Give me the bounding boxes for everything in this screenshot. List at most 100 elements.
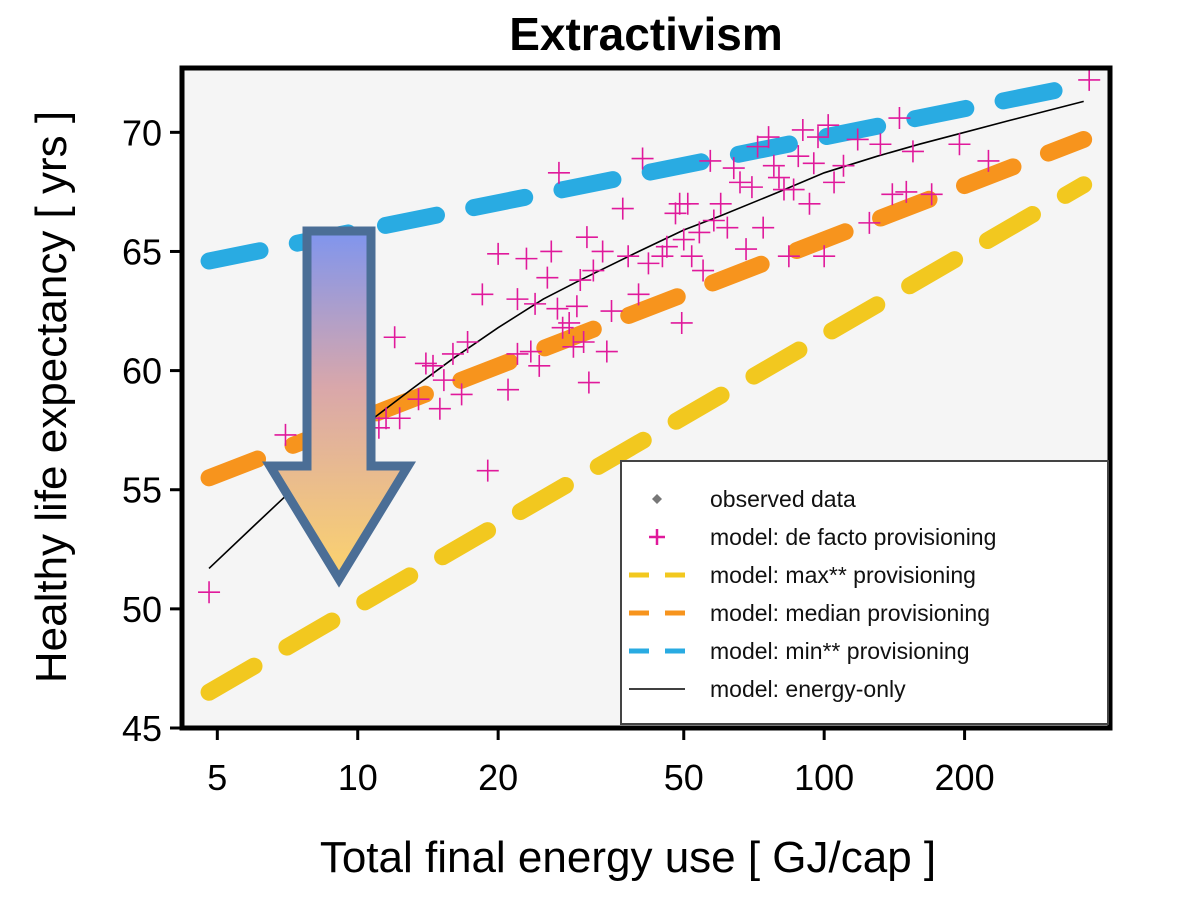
data-point bbox=[547, 161, 570, 184]
legend-label: model: de facto provisioning bbox=[710, 524, 996, 550]
data-point bbox=[699, 149, 722, 172]
y-tick-label: 70 bbox=[122, 112, 162, 153]
x-axis: 5 10 20 50 100 200 bbox=[207, 728, 995, 798]
data-point bbox=[688, 221, 711, 244]
legend-label: model: median provisioning bbox=[710, 600, 990, 626]
data-point bbox=[274, 423, 297, 446]
data-point bbox=[832, 154, 855, 177]
data-point bbox=[798, 192, 821, 215]
data-point bbox=[515, 247, 538, 270]
data-point bbox=[572, 331, 595, 354]
x-tick-label: 50 bbox=[664, 757, 704, 798]
data-point bbox=[716, 216, 739, 239]
data-point bbox=[948, 133, 971, 156]
data-point bbox=[577, 371, 600, 394]
data-point bbox=[524, 292, 547, 315]
data-point bbox=[456, 331, 479, 354]
data-point bbox=[540, 240, 563, 263]
y-axis: 45 50 55 60 65 70 bbox=[122, 112, 182, 749]
data-point bbox=[791, 118, 814, 141]
data-point bbox=[746, 135, 769, 158]
data-point bbox=[888, 107, 911, 130]
data-point bbox=[709, 192, 732, 215]
series-line-model-median-provisioning bbox=[200, 130, 1093, 487]
data-point bbox=[729, 171, 752, 194]
legend-box bbox=[620, 460, 1109, 725]
data-point bbox=[740, 176, 763, 199]
data-point bbox=[487, 242, 510, 265]
data-point bbox=[558, 311, 581, 334]
data-point bbox=[692, 259, 715, 282]
data-point bbox=[637, 252, 660, 275]
data-point bbox=[735, 238, 758, 261]
data-point bbox=[777, 245, 800, 268]
data-point bbox=[506, 342, 529, 365]
y-tick-label: 50 bbox=[122, 589, 162, 630]
legend-label: model: min** provisioning bbox=[710, 638, 970, 664]
y-tick-label: 55 bbox=[122, 470, 162, 511]
data-point bbox=[528, 354, 551, 377]
data-point bbox=[895, 180, 918, 203]
y-tick-label: 60 bbox=[122, 351, 162, 392]
data-point bbox=[676, 192, 699, 215]
y-tick-label: 65 bbox=[122, 231, 162, 272]
data-point bbox=[617, 245, 640, 268]
data-point bbox=[575, 226, 598, 249]
legend-items: observed data model: de facto provisionin… bbox=[629, 486, 996, 702]
data-point bbox=[722, 157, 745, 180]
data-point bbox=[782, 178, 805, 201]
x-tick-label: 20 bbox=[478, 757, 518, 798]
data-point bbox=[858, 211, 881, 234]
data-point bbox=[767, 166, 790, 189]
data-point bbox=[565, 295, 588, 318]
data-point bbox=[672, 228, 695, 251]
legend-plus-icon bbox=[649, 529, 665, 545]
data-point bbox=[627, 283, 650, 306]
data-point bbox=[823, 171, 846, 194]
data-point bbox=[428, 397, 451, 420]
data-point bbox=[881, 183, 904, 206]
data-point bbox=[471, 283, 494, 306]
data-point bbox=[680, 245, 703, 268]
data-point bbox=[807, 126, 830, 149]
data-point bbox=[977, 149, 1000, 172]
x-tick-label: 10 bbox=[338, 757, 378, 798]
data-point bbox=[611, 197, 634, 220]
data-point bbox=[562, 335, 585, 358]
data-point bbox=[383, 326, 406, 349]
data-point bbox=[901, 140, 924, 163]
data-point bbox=[846, 128, 869, 151]
x-tick-label: 100 bbox=[794, 757, 854, 798]
data-point bbox=[762, 154, 785, 177]
y-axis-label: Healthy life expectancy [ yrs ] bbox=[27, 111, 76, 683]
data-point bbox=[407, 388, 430, 411]
data-point bbox=[497, 378, 520, 401]
legend-item: model: min** provisioning bbox=[629, 638, 970, 664]
data-point bbox=[432, 369, 455, 392]
legend-diamond-icon bbox=[652, 494, 662, 504]
data-point bbox=[869, 133, 892, 156]
data-point bbox=[702, 209, 725, 232]
series-line-model-max-provisioning bbox=[200, 176, 1093, 701]
data-point bbox=[787, 145, 810, 168]
legend-item: model: energy-only bbox=[629, 676, 906, 702]
data-point bbox=[388, 407, 411, 430]
data-point bbox=[817, 114, 840, 137]
data-point bbox=[600, 300, 623, 323]
x-axis-label: Total final energy use [ GJ/cap ] bbox=[320, 833, 936, 882]
data-point bbox=[920, 183, 943, 206]
data-point bbox=[757, 126, 780, 149]
data-point bbox=[651, 245, 674, 268]
x-tick-label: 200 bbox=[935, 757, 995, 798]
data-point bbox=[670, 311, 693, 334]
legend-label: observed data bbox=[710, 486, 856, 512]
y-tick-label: 45 bbox=[122, 708, 162, 749]
legend-label: model: max** provisioning bbox=[710, 562, 976, 588]
data-point bbox=[536, 266, 559, 289]
data-point bbox=[655, 235, 678, 258]
data-point bbox=[752, 216, 775, 239]
legend-label: model: energy-only bbox=[710, 676, 906, 702]
x-tick-label: 5 bbox=[207, 757, 227, 798]
data-point bbox=[506, 288, 529, 311]
